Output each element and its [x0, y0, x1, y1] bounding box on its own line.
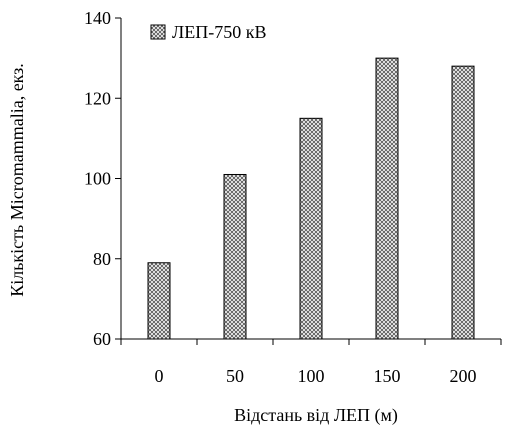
x-axis-label: Відстань від ЛЕП (м)	[234, 405, 398, 426]
bar-0	[147, 262, 171, 340]
y-axis-label: Кількість Micromammalia, екз.	[7, 63, 27, 297]
y-tick-label: 100	[84, 169, 111, 189]
x-tick-label: 100	[298, 366, 325, 386]
y-tick-label: 120	[84, 88, 111, 108]
bar-150	[375, 57, 399, 340]
legend-label: ЛЕП-750 кВ	[172, 22, 266, 42]
y-tick-label: 80	[93, 249, 111, 269]
bar-200	[451, 65, 475, 340]
bars	[147, 57, 475, 340]
y-axis: 60 80 100 120 140	[84, 8, 122, 349]
legend-swatch	[150, 24, 166, 40]
y-tick-label: 60	[93, 329, 111, 349]
x-tick-label: 50	[226, 366, 244, 386]
bar-50	[223, 173, 247, 340]
x-axis: 0 50 100 150 200	[120, 338, 502, 386]
y-tick-label: 140	[84, 8, 111, 28]
x-tick-label: 0	[155, 366, 164, 386]
x-tick-label: 150	[374, 366, 401, 386]
bar-100	[299, 117, 323, 340]
x-tick-label: 200	[450, 366, 477, 386]
legend: ЛЕП-750 кВ	[150, 22, 266, 42]
